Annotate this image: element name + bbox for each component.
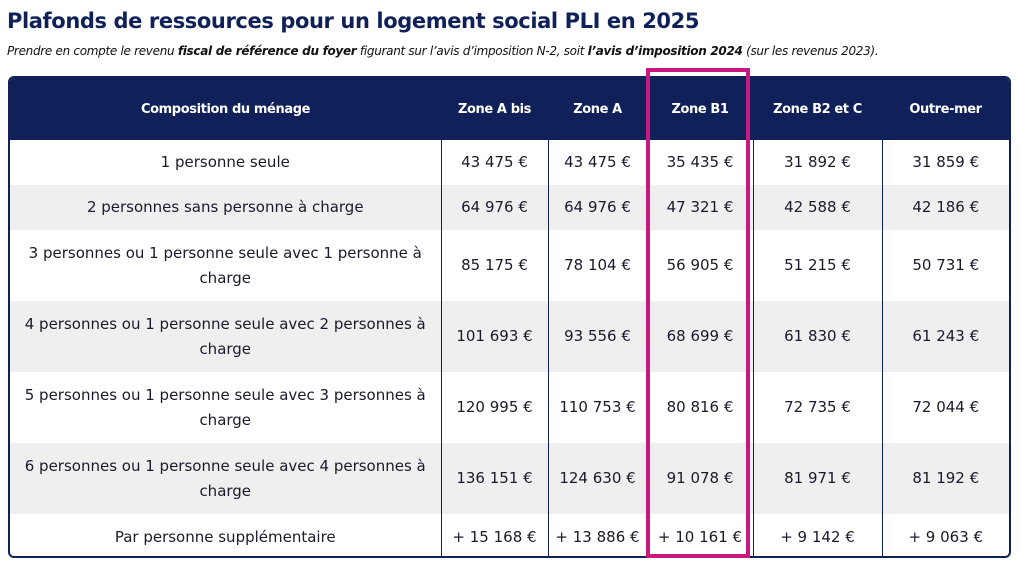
cell-zone-a-bis: 120 995 € bbox=[440, 372, 548, 443]
cell-zone-b2-c: 72 735 € bbox=[752, 372, 882, 443]
header-zone-a-bis: Zone A bis bbox=[457, 101, 532, 117]
cell-zone-b2-c: 42 588 € bbox=[752, 185, 882, 230]
subtitle-text: figurant sur l’avis d’imposition N-2, so… bbox=[356, 44, 588, 58]
header-composition: Composition du ménage bbox=[140, 101, 311, 117]
cell-zone-a-bis: 43 475 € bbox=[440, 140, 548, 185]
subtitle-text: (sur les revenus 2023). bbox=[742, 44, 879, 58]
cell-zone-a: 93 556 € bbox=[547, 301, 647, 372]
cell-zone-a-bis: 136 151 € bbox=[440, 443, 548, 514]
row-label: 2 personnes sans personne à charge bbox=[86, 198, 364, 216]
cell-outre-mer: 81 192 € bbox=[881, 443, 1009, 514]
cell-outre-mer: 72 044 € bbox=[881, 372, 1009, 443]
cell-outre-mer: + 9 063 € bbox=[881, 514, 1009, 556]
table-header-row: Composition du ménage Zone A bis Zone A … bbox=[10, 78, 1009, 140]
cell-outre-mer: 31 859 € bbox=[881, 140, 1009, 185]
cell-zone-a: 43 475 € bbox=[547, 140, 647, 185]
header-zone-b2-c: Zone B2 et C bbox=[773, 101, 862, 117]
cell-zone-b1: 80 816 € bbox=[646, 372, 753, 443]
cell-zone-b1: 56 905 € bbox=[646, 230, 753, 301]
row-label: Par personne supplémentaire bbox=[114, 527, 336, 546]
row-label: 3 personnes ou 1 personne seule avec 1 p… bbox=[28, 243, 422, 287]
table-row: 4 personnes ou 1 personne seule avec 2 p… bbox=[10, 301, 1009, 372]
page-subtitle: Prendre en compte le revenu fiscal de ré… bbox=[7, 44, 879, 58]
cell-zone-b2-c: + 9 142 € bbox=[752, 514, 882, 556]
cell-zone-a: 110 753 € bbox=[547, 372, 647, 443]
table-row: 1 personne seule 43 475 € 43 475 € 35 43… bbox=[10, 140, 1009, 185]
cell-zone-a-bis: 64 976 € bbox=[440, 185, 548, 230]
table-row: 6 personnes ou 1 personne seule avec 4 p… bbox=[10, 443, 1009, 514]
cell-zone-b1: 35 435 € bbox=[646, 140, 753, 185]
cell-zone-b2-c: 51 215 € bbox=[752, 230, 882, 301]
cell-zone-b1: 68 699 € bbox=[646, 301, 753, 372]
subtitle-emphasis: fiscal de référence du foyer bbox=[177, 44, 357, 58]
subtitle-text: Prendre en compte le revenu bbox=[7, 44, 178, 58]
cell-outre-mer: 42 186 € bbox=[881, 185, 1009, 230]
row-label: 1 personne seule bbox=[160, 153, 290, 171]
cell-zone-a: 78 104 € bbox=[547, 230, 647, 301]
cell-zone-a: + 13 886 € bbox=[547, 514, 647, 556]
table: Composition du ménage Zone A bis Zone A … bbox=[10, 78, 1009, 556]
cell-zone-b2-c: 61 830 € bbox=[752, 301, 882, 372]
cell-zone-b2-c: 81 971 € bbox=[752, 443, 882, 514]
table-row: Par personne supplémentaire + 15 168 € +… bbox=[10, 514, 1009, 556]
row-label: 5 personnes ou 1 personne seule avec 3 p… bbox=[24, 385, 426, 429]
header-zone-b1: Zone B1 bbox=[671, 101, 729, 117]
table-row: 5 personnes ou 1 personne seule avec 3 p… bbox=[10, 372, 1009, 443]
cell-zone-b1: + 10 161 € bbox=[646, 514, 753, 556]
header-outre-mer: Outre-mer bbox=[909, 101, 982, 117]
income-ceiling-table: Composition du ménage Zone A bis Zone A … bbox=[8, 76, 1011, 558]
page-title: Plafonds de ressources pour un logement … bbox=[7, 9, 700, 33]
cell-zone-a-bis: + 15 168 € bbox=[440, 514, 548, 556]
row-label: 4 personnes ou 1 personne seule avec 2 p… bbox=[24, 314, 426, 358]
cell-zone-b1: 91 078 € bbox=[646, 443, 753, 514]
table-row: 2 personnes sans personne à charge 64 97… bbox=[10, 185, 1009, 230]
cell-zone-a-bis: 85 175 € bbox=[440, 230, 548, 301]
cell-zone-a-bis: 101 693 € bbox=[440, 301, 548, 372]
cell-outre-mer: 61 243 € bbox=[881, 301, 1009, 372]
subtitle-emphasis: l’avis d’imposition 2024 bbox=[587, 44, 743, 58]
cell-zone-a: 124 630 € bbox=[547, 443, 647, 514]
cell-zone-a: 64 976 € bbox=[547, 185, 647, 230]
cell-zone-b1: 47 321 € bbox=[646, 185, 753, 230]
row-label: 6 personnes ou 1 personne seule avec 4 p… bbox=[24, 456, 426, 500]
cell-outre-mer: 50 731 € bbox=[881, 230, 1009, 301]
table-row: 3 personnes ou 1 personne seule avec 1 p… bbox=[10, 230, 1009, 301]
cell-zone-b2-c: 31 892 € bbox=[752, 140, 882, 185]
header-zone-a: Zone A bbox=[573, 101, 622, 117]
